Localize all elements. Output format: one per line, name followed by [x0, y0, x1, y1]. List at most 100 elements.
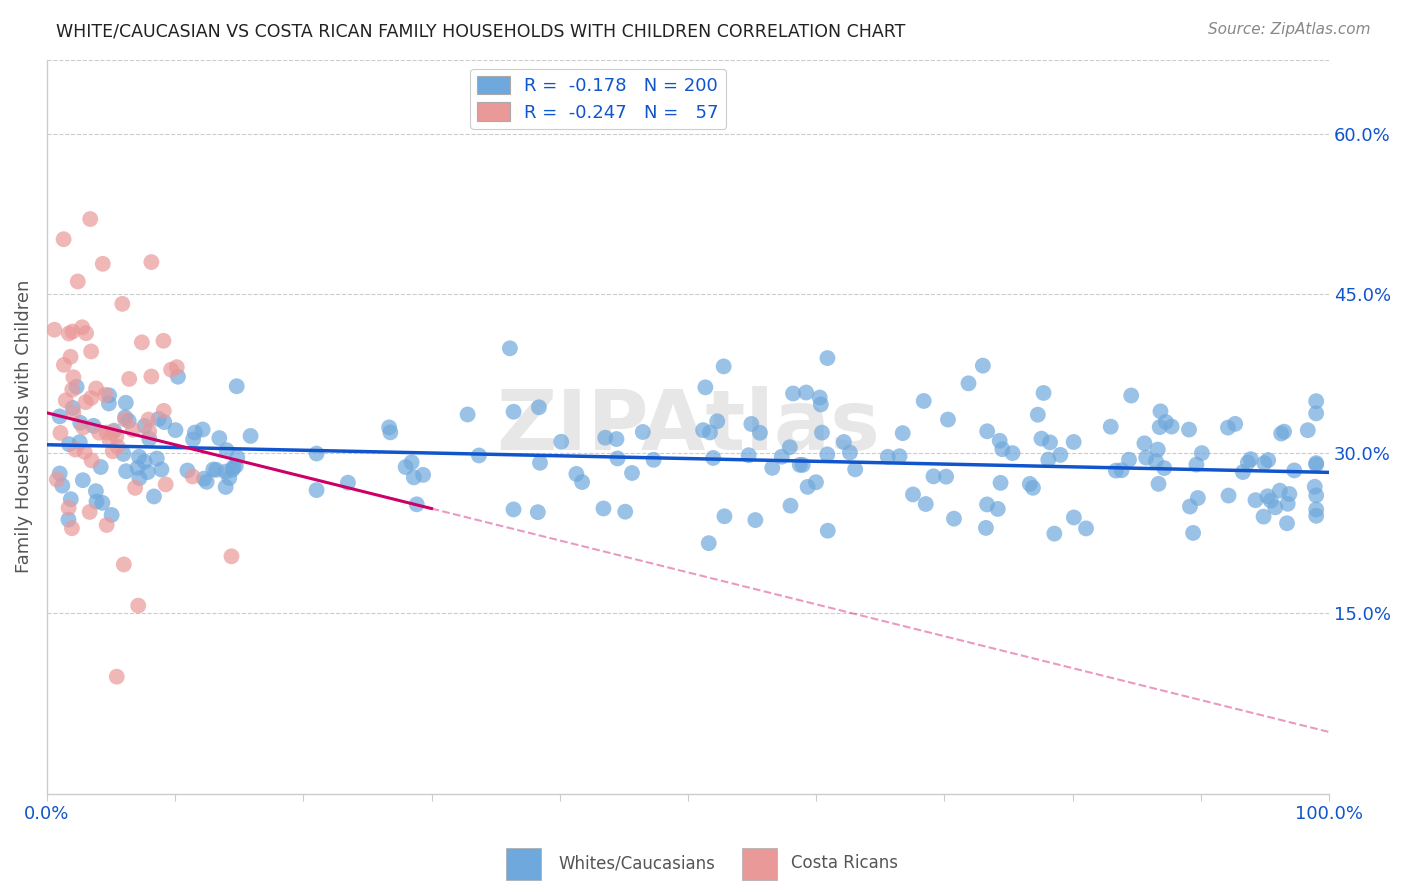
Point: [60, 383, 83, 397]
Point: [70, 320, 93, 334]
Point: [804, 475, 827, 490]
Bar: [506, 848, 541, 880]
Point: [45, 473, 67, 487]
Point: [208, 431, 231, 445]
Point: [221, 462, 243, 476]
Point: [1111, 463, 1133, 477]
Point: [1305, 488, 1327, 502]
Point: [922, 469, 945, 483]
Point: [1135, 450, 1157, 465]
Point: [62, 370, 84, 384]
Point: [1216, 420, 1239, 434]
Point: [58, 513, 80, 527]
Point: [58, 437, 80, 451]
Point: [79, 212, 101, 227]
Point: [127, 599, 149, 613]
Point: [134, 454, 156, 468]
Point: [782, 386, 804, 401]
Point: [167, 369, 190, 384]
Point: [1253, 456, 1275, 470]
Point: [305, 446, 328, 460]
Point: [844, 462, 866, 476]
Point: [146, 451, 169, 466]
Point: [48, 467, 70, 481]
Point: [1038, 452, 1060, 467]
Point: [103, 424, 125, 438]
Point: [1149, 404, 1171, 418]
Point: [60, 521, 83, 535]
Point: [118, 414, 141, 428]
Point: [412, 467, 434, 482]
Point: [226, 450, 249, 465]
Point: [83, 418, 105, 433]
Point: [779, 499, 801, 513]
Point: [1026, 408, 1049, 422]
Point: [810, 397, 832, 411]
Point: [592, 501, 614, 516]
Point: [184, 425, 207, 440]
Point: [457, 408, 479, 422]
Point: [58, 500, 80, 515]
Point: [1022, 481, 1045, 495]
Point: [51, 478, 73, 492]
Point: [643, 452, 665, 467]
Point: [394, 460, 416, 475]
Point: [1147, 476, 1170, 491]
Point: [97, 396, 120, 410]
Point: [134, 418, 156, 433]
Point: [215, 443, 238, 458]
Point: [876, 450, 898, 464]
Point: [815, 351, 838, 365]
Point: [73, 445, 96, 459]
Point: [52, 232, 75, 246]
Point: [749, 425, 772, 440]
Point: [105, 429, 128, 443]
Point: [221, 549, 243, 564]
Point: [58, 326, 80, 341]
Point: [75, 326, 97, 340]
Point: [1260, 493, 1282, 508]
Point: [695, 380, 717, 394]
Point: [1257, 489, 1279, 503]
Point: [614, 505, 637, 519]
Point: [378, 420, 401, 434]
Point: [65, 380, 87, 394]
Point: [101, 444, 124, 458]
Point: [1185, 458, 1208, 472]
Point: [143, 490, 166, 504]
Y-axis label: Family Households with Children: Family Households with Children: [15, 280, 32, 574]
Point: [202, 462, 225, 476]
Point: [214, 480, 236, 494]
Point: [195, 475, 218, 489]
Point: [72, 420, 94, 434]
Point: [59, 492, 82, 507]
Point: [891, 426, 914, 441]
Point: [770, 450, 793, 464]
Point: [527, 505, 550, 519]
Point: [808, 391, 831, 405]
Point: [141, 369, 163, 384]
Point: [974, 521, 997, 535]
Point: [1153, 461, 1175, 475]
Point: [706, 414, 728, 428]
Point: [84, 381, 107, 395]
Point: [114, 395, 136, 409]
Point: [72, 473, 94, 487]
Point: [817, 524, 839, 538]
Point: [181, 433, 204, 447]
Point: [792, 458, 814, 472]
Point: [80, 453, 103, 467]
Point: [152, 404, 174, 418]
Point: [692, 423, 714, 437]
Point: [86, 494, 108, 508]
Point: [96, 425, 118, 440]
Point: [1272, 425, 1295, 439]
Point: [811, 425, 834, 440]
Point: [1099, 419, 1122, 434]
Point: [593, 431, 616, 445]
Point: [1187, 491, 1209, 505]
Point: [1032, 386, 1054, 401]
Text: ZIPAtlas: ZIPAtlas: [496, 386, 880, 467]
Point: [136, 465, 159, 479]
Point: [402, 470, 425, 484]
